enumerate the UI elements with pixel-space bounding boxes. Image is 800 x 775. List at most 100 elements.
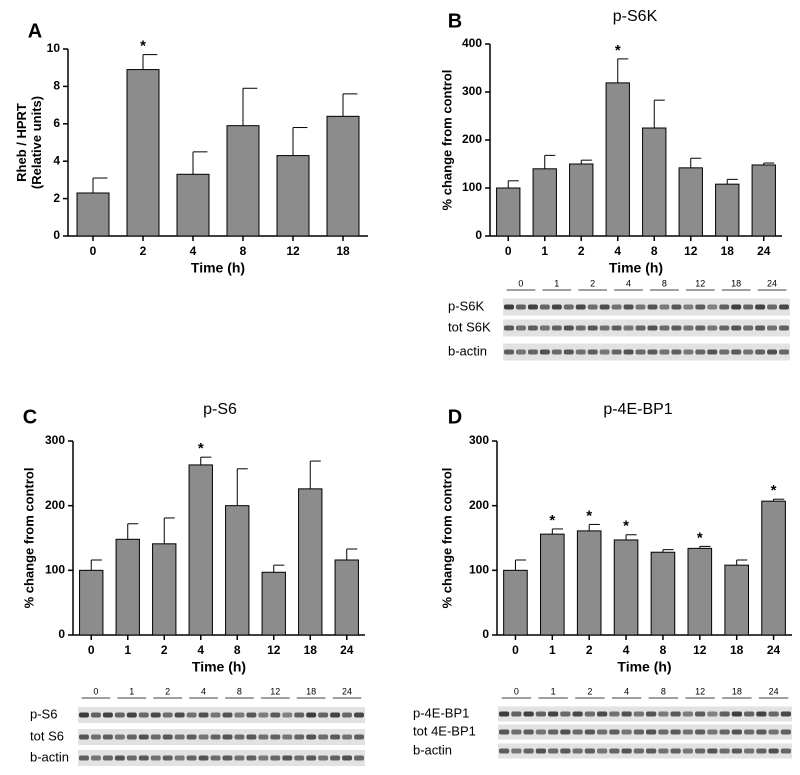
blot-band	[671, 325, 682, 331]
x-tick-label: 8	[240, 244, 247, 258]
blot-band	[731, 304, 742, 310]
lane-label: 0	[518, 278, 523, 288]
bar	[715, 183, 740, 237]
bar	[761, 500, 786, 636]
blot-band	[695, 748, 706, 754]
panel-letter: B	[448, 10, 462, 32]
lane-label: 12	[695, 686, 705, 696]
blot-band	[198, 734, 209, 740]
blot-band	[756, 729, 767, 735]
blot-band	[270, 755, 281, 761]
bar	[76, 192, 110, 237]
blot-band	[563, 325, 574, 331]
blot-band	[174, 734, 185, 740]
x-tick-label: 18	[336, 244, 350, 258]
blot-band	[779, 325, 789, 331]
x-axis-label: Time (h)	[617, 659, 671, 675]
panel-letter: C	[23, 406, 37, 428]
blot-band	[670, 729, 681, 735]
blot-band	[499, 711, 510, 717]
blot-band	[587, 304, 598, 310]
blot-band	[609, 711, 620, 717]
blot-band	[731, 729, 742, 735]
x-tick-label: 18	[730, 643, 744, 657]
blot-row-label: tot S6K	[448, 319, 491, 334]
blot-band	[504, 349, 514, 355]
blot-band	[780, 748, 791, 754]
blot-band	[560, 729, 571, 735]
blot-band	[138, 755, 149, 761]
blot-band	[515, 349, 526, 355]
blot-band	[635, 325, 646, 331]
x-tick-label: 24	[340, 643, 354, 657]
x-tick-label: 1	[549, 643, 556, 657]
significance-mark: *	[623, 518, 629, 535]
blot-band	[633, 711, 644, 717]
blot-band	[670, 748, 681, 754]
blot-band	[572, 729, 583, 735]
lane-label: 1	[551, 686, 556, 696]
blot-band	[755, 325, 766, 331]
x-axis-label: Time (h)	[191, 260, 245, 276]
blot-band	[318, 712, 329, 718]
y-tick-label: 0	[482, 627, 489, 641]
blot-band	[647, 325, 658, 331]
blot-band	[623, 325, 634, 331]
significance-mark: *	[198, 440, 204, 457]
blot-band	[719, 711, 730, 717]
blot-band	[210, 712, 221, 718]
blot-row-label: tot 4E-BP1	[413, 723, 476, 738]
chart-title: p-S6K	[613, 8, 658, 25]
bar	[687, 547, 713, 636]
blot-band	[719, 748, 730, 754]
blot-band	[79, 755, 89, 761]
blot-band	[743, 349, 754, 355]
blot-band	[515, 325, 526, 331]
blot-band	[102, 734, 113, 740]
bar	[576, 530, 602, 636]
blot-band	[560, 748, 571, 754]
x-tick-label: 24	[767, 643, 781, 657]
blot-strip	[498, 706, 792, 722]
blot-band	[623, 304, 634, 310]
blot-band	[621, 711, 632, 717]
significance-mark: *	[615, 42, 621, 59]
blot-band	[587, 349, 598, 355]
x-axis-label: Time (h)	[192, 659, 246, 675]
x-tick-label: 4	[614, 244, 621, 258]
blot-band	[234, 734, 245, 740]
blot-band	[162, 755, 173, 761]
blot-band	[535, 729, 546, 735]
x-tick-label: 24	[757, 244, 771, 258]
y-tick-label: 300	[45, 433, 65, 447]
blot-band	[731, 711, 742, 717]
blot-band	[306, 755, 317, 761]
blot-band	[246, 734, 257, 740]
blot-band	[539, 325, 550, 331]
y-axis-label: Rheb / HPRT	[14, 103, 29, 182]
lane-label: 2	[590, 278, 595, 288]
lane-label: 8	[662, 278, 667, 288]
blot-band	[258, 712, 269, 718]
y-tick-label: 100	[462, 180, 482, 194]
blot-band	[234, 755, 245, 761]
blot-band	[126, 734, 137, 740]
lane-label: 2	[165, 686, 170, 696]
blot-band	[354, 712, 364, 718]
blot-band	[658, 729, 669, 735]
x-tick-label: 4	[190, 244, 197, 258]
blot-band	[523, 711, 534, 717]
bar	[226, 125, 260, 237]
blot-band	[548, 748, 559, 754]
blot-band	[780, 729, 791, 735]
blot-band	[719, 729, 730, 735]
significance-mark: *	[697, 529, 703, 546]
bar	[188, 464, 213, 636]
blot-band	[575, 349, 586, 355]
bar	[503, 569, 528, 636]
x-tick-label: 8	[651, 244, 658, 258]
blot-band	[646, 711, 657, 717]
x-tick-label: 2	[578, 244, 585, 258]
lane-label: 4	[624, 686, 629, 696]
